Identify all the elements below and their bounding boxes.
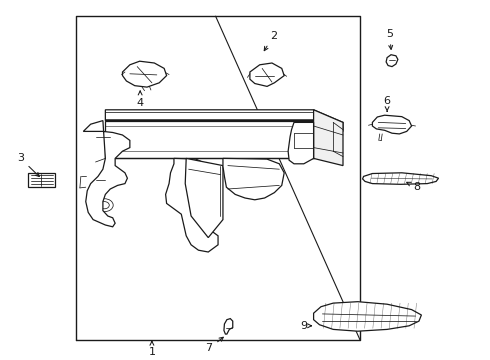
Polygon shape xyxy=(314,110,343,166)
Polygon shape xyxy=(250,63,284,86)
Polygon shape xyxy=(105,110,343,131)
Polygon shape xyxy=(372,115,412,134)
Polygon shape xyxy=(166,158,218,252)
Text: 1: 1 xyxy=(148,341,155,357)
Text: 6: 6 xyxy=(384,96,391,111)
Polygon shape xyxy=(223,158,284,200)
Polygon shape xyxy=(386,55,398,67)
Text: 3: 3 xyxy=(17,153,39,176)
Polygon shape xyxy=(83,121,130,227)
Text: 7: 7 xyxy=(205,337,223,354)
Text: 2: 2 xyxy=(264,31,277,51)
Polygon shape xyxy=(122,61,167,87)
Polygon shape xyxy=(185,158,223,238)
Text: 9: 9 xyxy=(300,321,312,331)
Polygon shape xyxy=(363,173,439,184)
Polygon shape xyxy=(105,121,314,158)
Polygon shape xyxy=(314,302,421,331)
Text: 8: 8 xyxy=(407,182,420,192)
Polygon shape xyxy=(224,319,233,334)
Polygon shape xyxy=(28,173,55,187)
Polygon shape xyxy=(288,122,314,164)
Text: 4: 4 xyxy=(137,91,144,108)
Text: 5: 5 xyxy=(386,29,393,49)
